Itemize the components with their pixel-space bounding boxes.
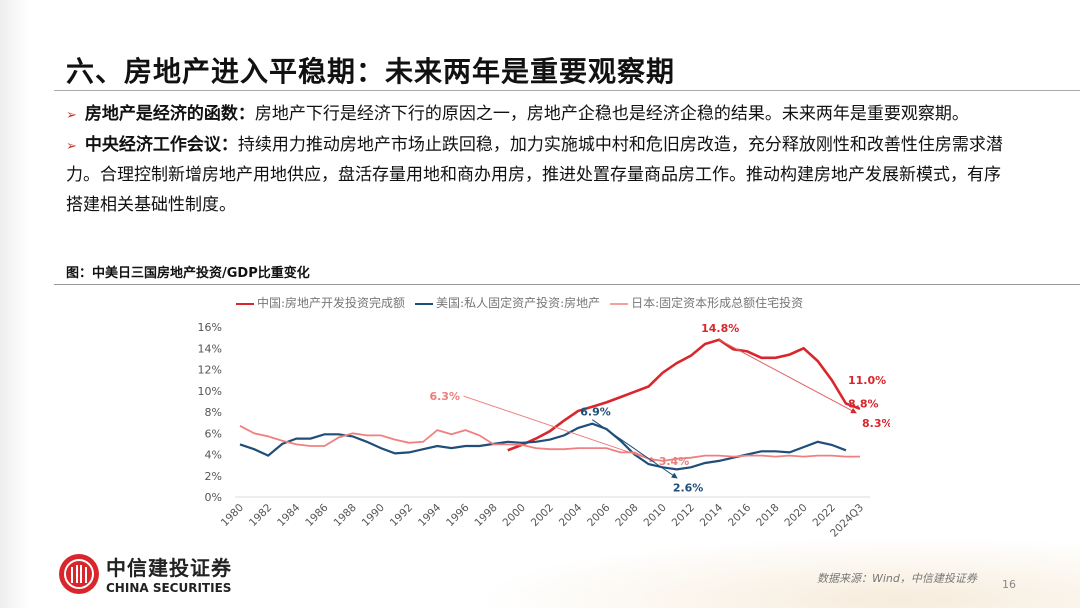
data-label: 11.0% (848, 374, 886, 387)
y-tick-label: 12% (198, 364, 222, 377)
legend-item: 美国:私人固定资产投资:房地产 (415, 294, 600, 311)
y-tick-label: 14% (198, 342, 222, 355)
x-tick-label: 2010 (641, 502, 668, 529)
x-tick-label: 1992 (388, 502, 415, 529)
y-tick-label: 2% (205, 470, 222, 483)
annotation-label: 2.6% (673, 481, 704, 494)
annotation-label: 14.8% (701, 322, 739, 335)
x-tick-label: 1982 (247, 502, 274, 529)
legend-swatch (610, 302, 629, 305)
y-tick-label: 4% (205, 449, 222, 462)
annotation-label: 6.9% (580, 406, 611, 419)
page-number: 16 (1002, 578, 1016, 591)
x-tick-label: 2016 (726, 501, 754, 529)
x-tick-label: 1998 (472, 502, 499, 529)
logo-text-cn: 中信建投证券 (106, 556, 232, 580)
x-tick-label: 2000 (501, 502, 528, 529)
company-logo: 中信建投证券 CHINA SECURITIES (58, 552, 232, 595)
annotation-label: 3.4% (659, 455, 690, 468)
annotation-label: 6.3% (429, 390, 460, 403)
legend-swatch (236, 302, 254, 305)
title-divider (54, 90, 1080, 91)
series-line-2 (239, 422, 847, 471)
x-tick-label: 1994 (416, 501, 444, 529)
citic-logo-icon (59, 553, 99, 594)
series-line-1 (507, 338, 861, 452)
bullet-item: ➢ 中央经济工作会议：持续用力推动房地产市场止跌回稳，加力实施城中村和危旧房改造，… (66, 131, 1016, 221)
bullet-heading: 中央经济工作会议： (84, 134, 238, 155)
bullet-list: ➢ 房地产是经济的函数：房地产下行是经济下行的原因之一，房地产企稳也是经济企稳的结… (66, 100, 1016, 220)
legend-item: 日本:固定资本形成总额住宅投资 (610, 294, 803, 311)
arrow-bullet-icon: ➢ (66, 108, 77, 123)
x-tick-label: 2018 (754, 502, 781, 529)
legend-swatch (415, 302, 434, 305)
x-tick-label: 2002 (529, 502, 556, 529)
line-chart: 0%2%4%6%8%10%12%14%16%1980 1982 1984 1986 19… (198, 321, 890, 540)
x-tick-label: 1988 (331, 502, 358, 529)
x-tick-label: 2008 (613, 502, 640, 529)
x-tick-label: 2012 (670, 502, 697, 529)
annotation-arrow (463, 395, 656, 463)
bullet-item: ➢ 房地产是经济的函数：房地产下行是经济下行的原因之一，房地产企稳也是经济企稳的结… (66, 100, 1016, 131)
x-tick-label: 2004 (557, 501, 585, 529)
x-tick-label: 1980 (219, 502, 246, 529)
y-tick-label: 16% (198, 321, 222, 334)
data-label: 8.8% (848, 398, 879, 411)
caption-divider (54, 284, 1080, 285)
legend-label: 日本:固定资本形成总额住宅投资 (631, 296, 804, 310)
annotation-label: 8.3% (862, 417, 890, 430)
bullet-text: 持续用力推动房地产市场止跌回稳，加力实施城中村和危旧房改造，充分释放刚性和改善性… (66, 134, 1003, 215)
logo-text-en: CHINA SECURITIES (106, 581, 232, 595)
x-tick-label: 2006 (585, 501, 613, 529)
chart-caption: 图：中美日三国房地产投资/GDP比重变化 (66, 266, 310, 281)
data-source: 数据来源：Wind，中信建投证券 (817, 572, 977, 585)
x-tick-label: 2020 (782, 502, 809, 529)
x-tick-label: 1990 (360, 502, 387, 529)
annotation-arrow (718, 339, 857, 414)
legend-label: 中国:房地产开发投资完成额 (257, 296, 406, 310)
x-tick-label: 1984 (275, 501, 303, 529)
y-tick-label: 10% (198, 385, 222, 398)
x-tick-label: 1986 (303, 501, 331, 529)
bullet-text: 房地产下行是经济下行的原因之一，房地产企稳也是经济企稳的结果。未来两年是重要观察… (254, 104, 969, 124)
x-tick-label: 2014 (698, 501, 726, 529)
legend-label: 美国:私人固定资产投资:房地产 (436, 296, 601, 310)
y-tick-label: 0% (205, 491, 222, 504)
legend-item: 中国:房地产开发投资完成额 (236, 294, 405, 311)
x-tick-label: 1996 (444, 501, 472, 529)
bullet-heading: 房地产是经济的函数： (84, 104, 255, 124)
chart-legend: 中国:房地产开发投资完成额 美国:私人固定资产投资:房地产 日本:固定资本形成总… (236, 294, 803, 311)
y-tick-label: 6% (205, 427, 222, 440)
annotation-arrow (591, 419, 678, 479)
y-tick-label: 8% (205, 406, 222, 419)
arrow-bullet-icon: ➢ (66, 138, 77, 154)
page-title: 六、房地产进入平稳期：未来两年是重要观察期 (66, 55, 676, 88)
